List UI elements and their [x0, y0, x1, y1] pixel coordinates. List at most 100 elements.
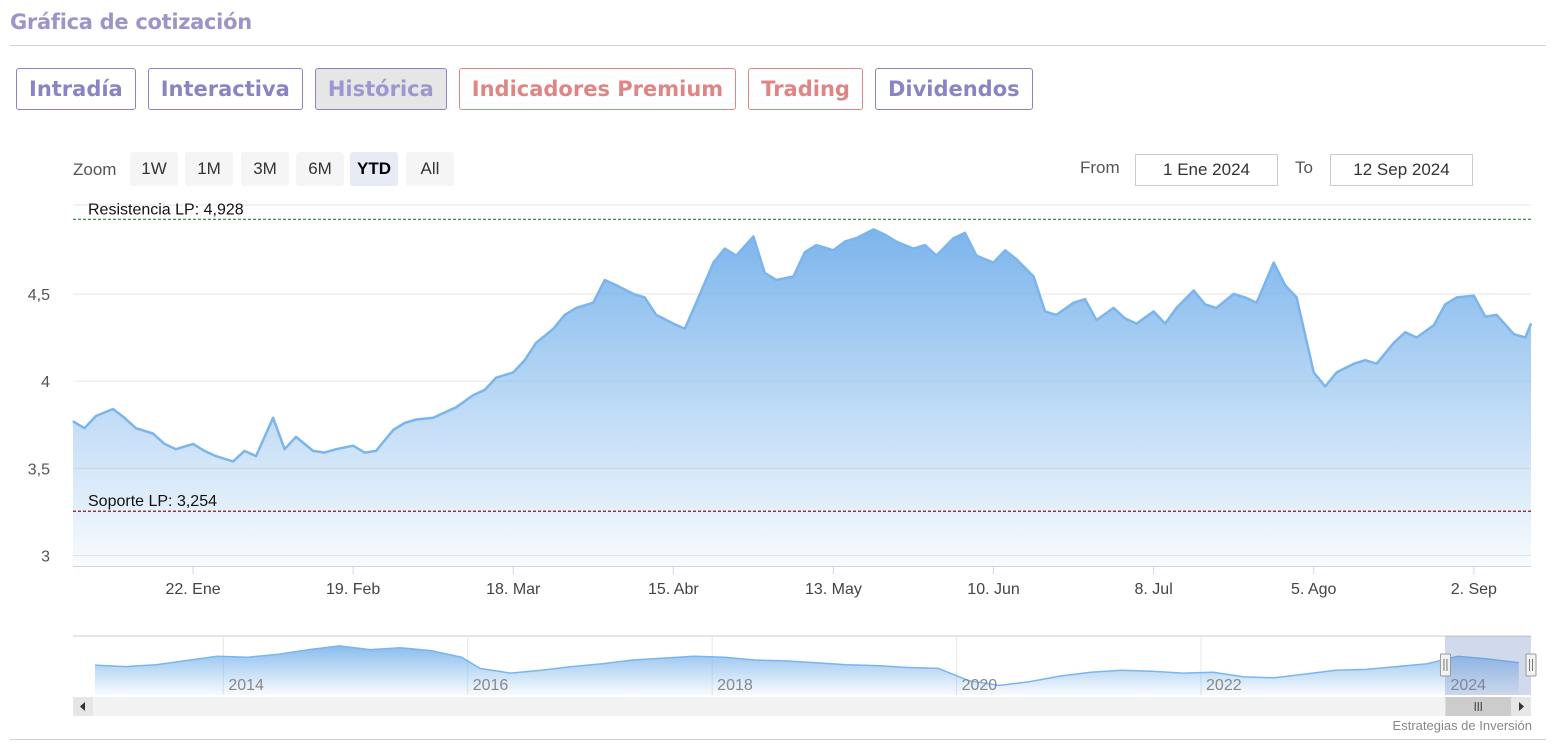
- data-point: [815, 244, 817, 246]
- arrow-left-icon: [80, 702, 85, 711]
- data-point: [1353, 363, 1355, 365]
- data-point: [152, 432, 154, 435]
- data-point: [724, 248, 726, 250]
- data-point: [1473, 295, 1475, 297]
- data-point: [1204, 303, 1206, 305]
- data-point: [1215, 307, 1218, 309]
- resistance-label: Resistencia LP: 4,928: [88, 201, 244, 218]
- data-point: [1364, 359, 1366, 361]
- x-tick-label: 13. May: [805, 581, 862, 598]
- data-point: [1095, 319, 1098, 321]
- data-point: [1393, 342, 1395, 344]
- navigator-year-label: 2016: [473, 677, 509, 694]
- credits-link[interactable]: Estrategias de Inversión: [1392, 718, 1532, 733]
- x-tick-label: 22. Ene: [165, 581, 220, 598]
- data-point: [564, 314, 566, 316]
- data-point: [855, 237, 857, 239]
- data-point: [804, 251, 806, 253]
- zoom-3m-button[interactable]: 3M: [241, 152, 289, 186]
- data-point: [284, 448, 286, 450]
- arrow-right-icon: [1519, 702, 1524, 711]
- data-point: [912, 248, 915, 250]
- data-point: [575, 307, 577, 309]
- zoom-ytd-button[interactable]: YTD: [350, 152, 398, 186]
- zoom-6m-button[interactable]: 6M: [296, 152, 344, 186]
- data-point: [295, 436, 297, 438]
- data-point: [552, 328, 554, 330]
- data-point: [255, 455, 257, 457]
- data-point: [175, 448, 177, 450]
- data-point: [1313, 371, 1315, 373]
- navigator-right-handle[interactable]: [1525, 653, 1537, 677]
- scrollbar-left-button[interactable]: [73, 697, 93, 716]
- data-point: [404, 422, 406, 424]
- data-point: [1164, 323, 1166, 325]
- data-point: [1336, 371, 1338, 373]
- data-point: [964, 232, 966, 234]
- from-date-input[interactable]: [1135, 154, 1278, 186]
- data-point: [1055, 314, 1057, 316]
- tab-trading[interactable]: Trading: [748, 68, 863, 110]
- tab-intradia[interactable]: Intradía: [16, 68, 136, 110]
- data-point: [335, 448, 337, 450]
- to-date-input[interactable]: [1330, 154, 1473, 186]
- scrollbar-track[interactable]: [73, 697, 1531, 716]
- data-point: [1004, 249, 1006, 251]
- x-tick-label: 15. Abr: [648, 581, 699, 598]
- title-divider: [10, 45, 1546, 46]
- data-point: [1135, 323, 1138, 325]
- data-point: [192, 443, 194, 445]
- data-point: [1456, 296, 1458, 298]
- data-point: [935, 255, 938, 257]
- y-tick-label: 3: [41, 549, 50, 566]
- data-point: [524, 359, 526, 361]
- tab-dividendos[interactable]: Dividendos: [874, 68, 1033, 110]
- zoom-all-button[interactable]: All: [406, 152, 454, 186]
- scrollbar-thumb[interactable]: [1445, 697, 1511, 716]
- y-tick-label: 4: [41, 374, 50, 391]
- data-point: [1256, 302, 1258, 304]
- data-point: [1284, 284, 1286, 286]
- data-point: [432, 417, 434, 419]
- tab-interactiva[interactable]: Interactiva: [147, 68, 303, 110]
- data-point: [243, 450, 246, 452]
- tab-historica[interactable]: Histórica: [314, 68, 447, 110]
- data-point: [1513, 333, 1515, 335]
- scrollbar-right-button[interactable]: [1511, 697, 1531, 716]
- data-point: [1124, 317, 1126, 319]
- navigator-year-label: 2024: [1450, 677, 1486, 694]
- navigator-area: [95, 645, 1519, 695]
- navigator-selection[interactable]: [1445, 636, 1531, 695]
- data-point: [1296, 296, 1298, 298]
- x-tick-label: 10. Jun: [967, 581, 1019, 598]
- navigator-year-label: 2018: [717, 677, 753, 694]
- tab-indicadores-premium[interactable]: Indicadores Premium: [458, 68, 737, 110]
- data-point: [1324, 385, 1326, 387]
- data-point: [1416, 336, 1418, 339]
- data-point: [112, 408, 114, 410]
- support-label: Soporte LP: 3,254: [88, 493, 217, 510]
- data-point: [1530, 323, 1532, 325]
- data-point: [484, 389, 486, 391]
- data-point: [232, 460, 234, 462]
- data-point: [364, 452, 366, 454]
- navigator-left-handle[interactable]: [1439, 653, 1451, 677]
- zoom-1m-button[interactable]: 1M: [185, 152, 233, 186]
- data-point: [735, 255, 737, 257]
- data-point: [392, 429, 394, 431]
- data-point: [684, 328, 686, 330]
- data-point: [95, 415, 97, 417]
- data-point: [1444, 303, 1446, 305]
- data-point: [535, 342, 537, 344]
- y-tick-label: 4,5: [28, 287, 50, 304]
- series-area: [73, 229, 1531, 566]
- data-point: [512, 371, 514, 373]
- data-point: [1153, 310, 1155, 312]
- data-point: [792, 275, 795, 278]
- x-tick-label: 2. Sep: [1451, 581, 1497, 598]
- data-point: [312, 450, 314, 452]
- data-point: [952, 237, 955, 239]
- bottom-divider: [10, 739, 1546, 740]
- zoom-1w-button[interactable]: 1W: [130, 152, 178, 186]
- data-point: [884, 234, 886, 236]
